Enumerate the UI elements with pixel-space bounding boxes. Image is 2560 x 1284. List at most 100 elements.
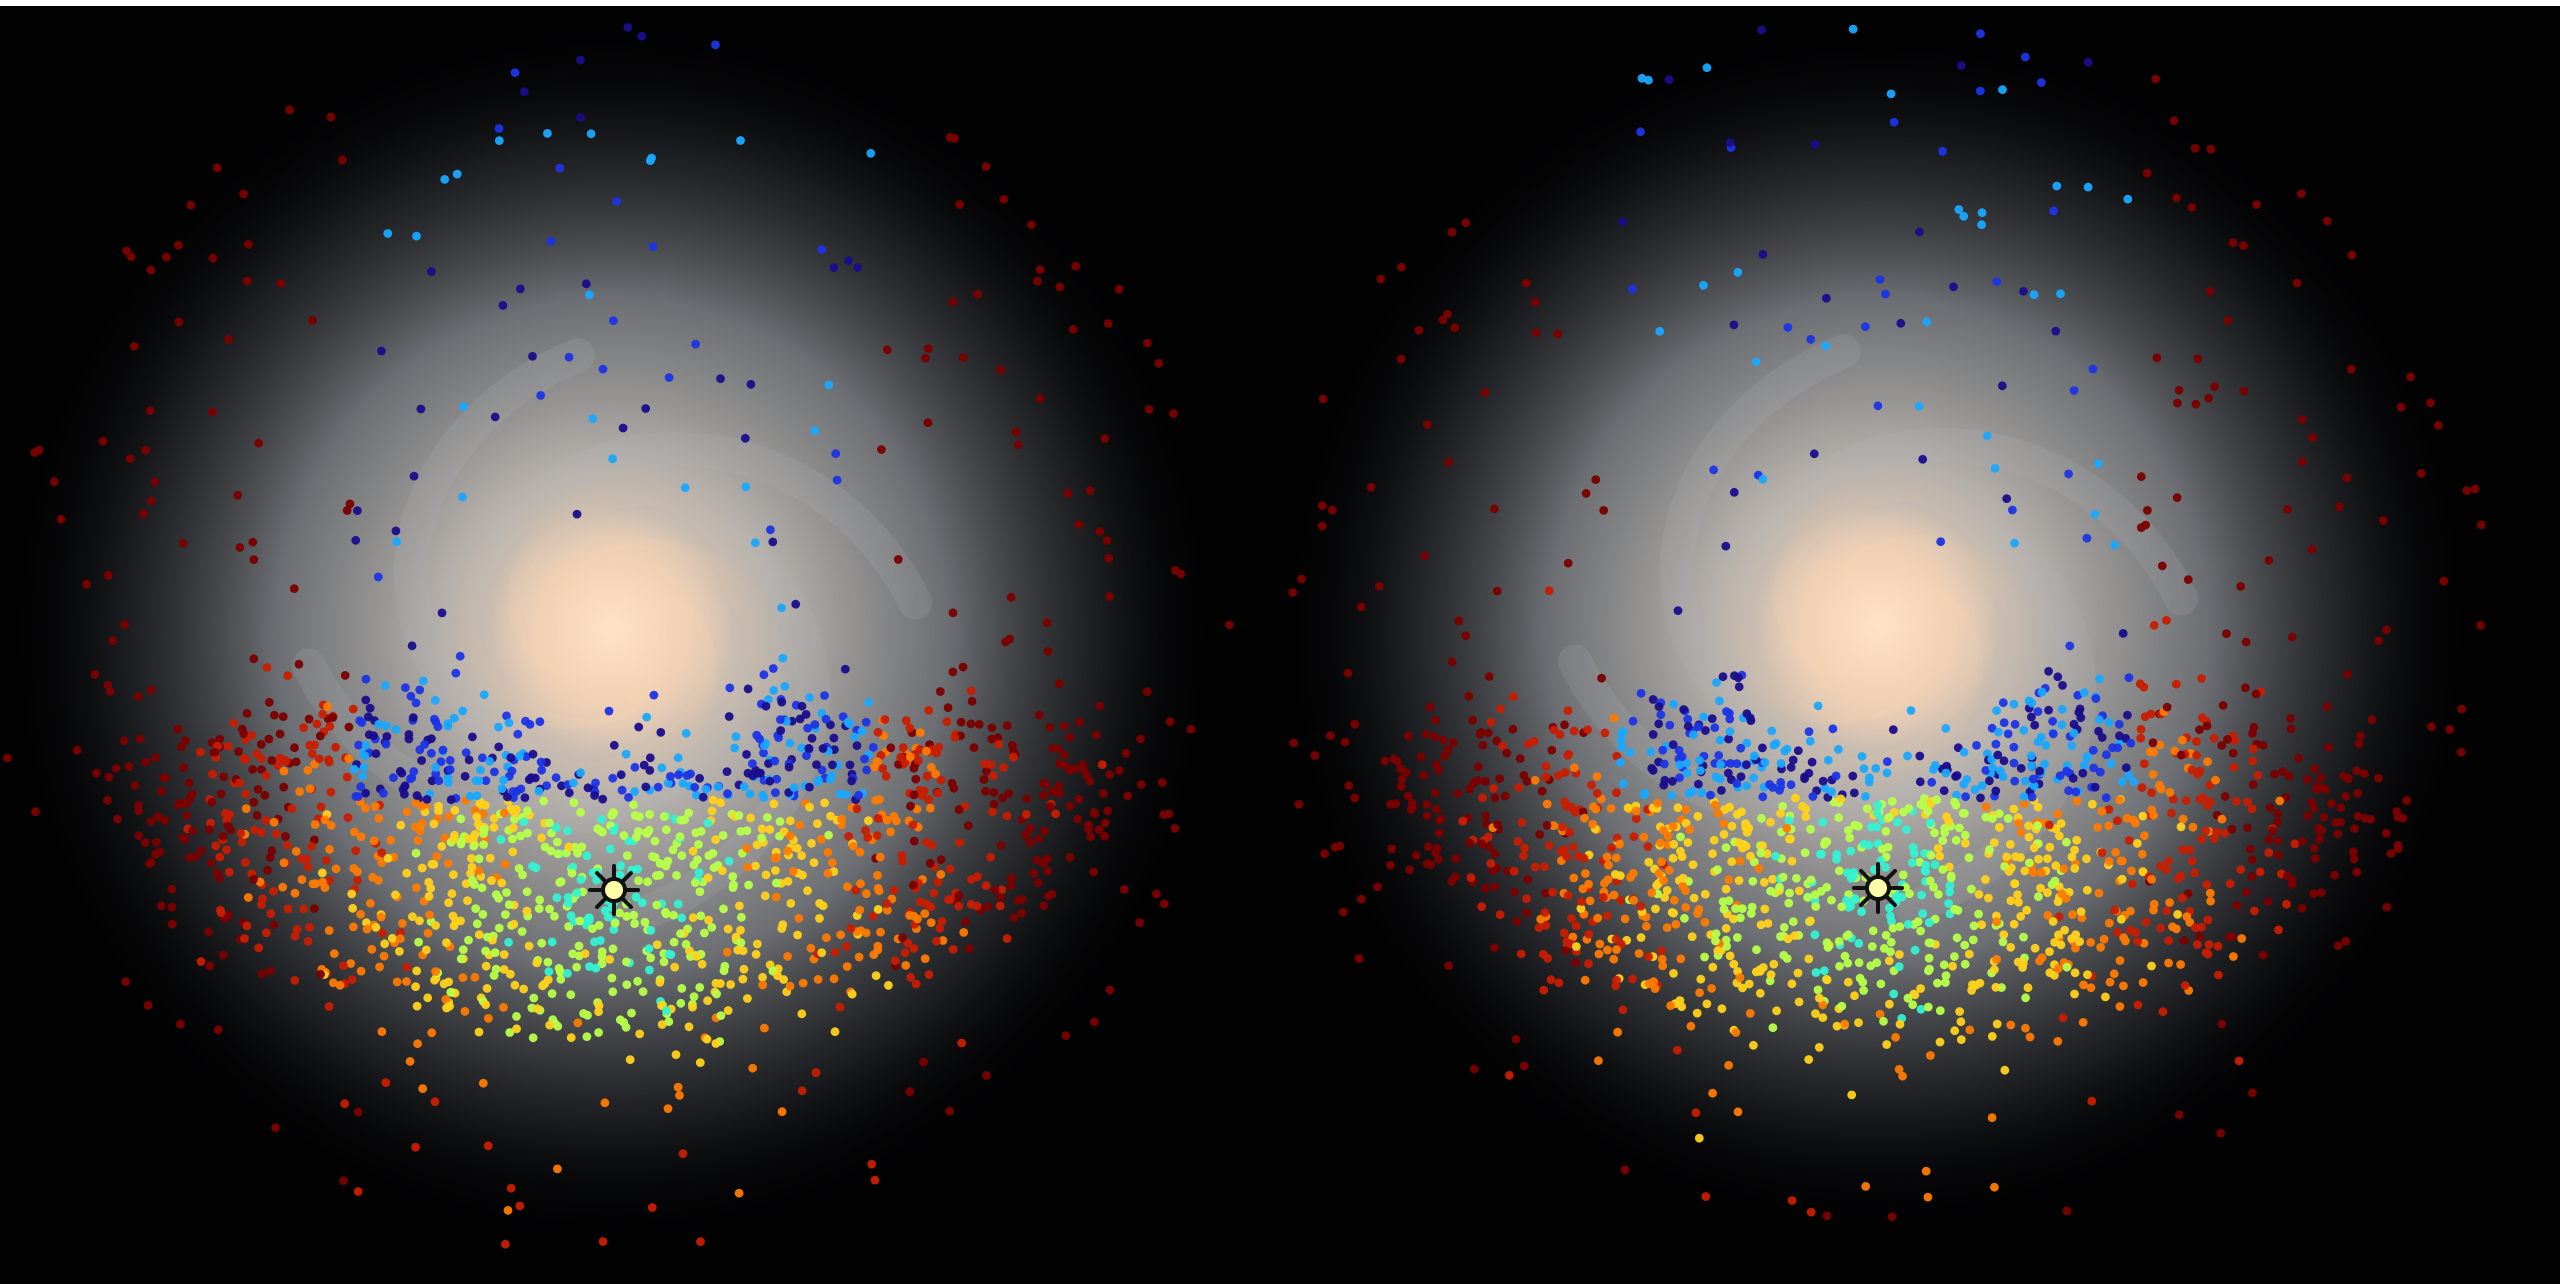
star-point	[494, 124, 504, 133]
star-point	[427, 776, 437, 786]
star-point	[909, 790, 919, 800]
star-point	[307, 749, 317, 759]
star-point	[1756, 848, 1766, 858]
star-point	[404, 730, 414, 739]
star-point	[816, 834, 826, 844]
star-point	[2263, 897, 2273, 907]
star-point	[612, 197, 622, 206]
star-point	[2139, 759, 2149, 769]
star-point	[913, 756, 923, 765]
star-point	[2058, 1013, 2068, 1023]
star-point	[2307, 544, 2317, 554]
star-point	[680, 483, 690, 493]
star-point	[370, 802, 380, 811]
star-point	[472, 919, 482, 929]
star-point	[440, 175, 450, 184]
star-point	[1100, 831, 1109, 841]
star-point	[2139, 682, 2149, 692]
star-point	[1451, 854, 1461, 863]
star-point	[1843, 825, 1853, 835]
star-point	[2190, 868, 2200, 878]
star-point	[411, 848, 421, 858]
star-point	[504, 718, 514, 728]
star-point	[596, 936, 605, 945]
star-point	[489, 823, 499, 832]
star-point	[1814, 1043, 1824, 1052]
star-point	[1701, 726, 1710, 735]
star-point	[356, 782, 366, 792]
star-point	[1486, 859, 1496, 868]
star-point	[412, 791, 422, 800]
star-point	[1420, 551, 1430, 561]
star-point	[1961, 838, 1970, 848]
star-point	[2067, 741, 2077, 751]
star-point	[2323, 702, 2332, 711]
star-point	[2245, 844, 2255, 854]
star-point	[1618, 727, 1628, 736]
star-point	[1810, 140, 1820, 149]
star-point	[1808, 792, 1818, 801]
star-point	[1977, 920, 1987, 930]
star-point	[187, 789, 197, 799]
star-point	[2216, 1128, 2226, 1138]
star-point	[2330, 870, 2340, 880]
star-point	[1035, 394, 1045, 404]
star-point	[222, 845, 231, 855]
star-point	[2078, 1018, 2088, 1027]
star-point	[1809, 449, 1819, 459]
star-point	[500, 859, 510, 869]
star-point	[1662, 923, 1672, 932]
star-point	[2133, 937, 2142, 946]
star-point	[1999, 718, 2009, 728]
star-point	[299, 904, 308, 914]
star-point	[761, 870, 771, 880]
star-point	[2172, 924, 2181, 934]
star-point	[362, 924, 372, 934]
star-point	[852, 741, 862, 750]
star-point	[1717, 1004, 1727, 1014]
star-point	[870, 1175, 880, 1185]
star-point	[630, 919, 639, 928]
star-point	[458, 706, 468, 716]
star-point	[303, 937, 313, 946]
star-point	[2024, 858, 2034, 868]
star-point	[1999, 930, 2009, 939]
star-point	[262, 663, 272, 672]
star-point	[994, 740, 1004, 749]
star-point	[499, 950, 509, 959]
star-point	[235, 543, 245, 552]
star-point	[2282, 899, 2291, 909]
star-point	[1746, 851, 1755, 861]
star-point	[361, 674, 371, 684]
star-point	[2003, 814, 2013, 823]
star-point	[1425, 702, 1435, 712]
star-point	[1709, 465, 1718, 475]
star-point	[418, 1084, 428, 1093]
star-point	[1771, 851, 1780, 861]
star-point	[359, 763, 369, 772]
star-point	[1579, 853, 1589, 863]
star-point	[619, 831, 629, 840]
star-point	[1531, 297, 1540, 307]
star-point	[621, 749, 631, 759]
star-point	[1100, 818, 1110, 828]
star-point	[629, 800, 638, 810]
star-point	[664, 373, 674, 382]
star-point	[2165, 788, 2175, 797]
star-point	[431, 769, 441, 779]
star-point	[2313, 781, 2322, 791]
star-point	[103, 680, 113, 690]
star-point	[853, 263, 862, 273]
star-point	[1693, 909, 1702, 918]
star-point	[1732, 810, 1742, 819]
star-point	[2138, 867, 2148, 877]
star-point	[363, 712, 373, 722]
star-point	[2348, 847, 2358, 857]
star-point	[1447, 657, 1457, 667]
star-point	[718, 831, 728, 840]
star-point	[886, 827, 895, 837]
star-point	[1350, 719, 1360, 729]
star-point	[353, 876, 362, 885]
star-point	[901, 961, 911, 970]
star-point	[552, 893, 562, 902]
